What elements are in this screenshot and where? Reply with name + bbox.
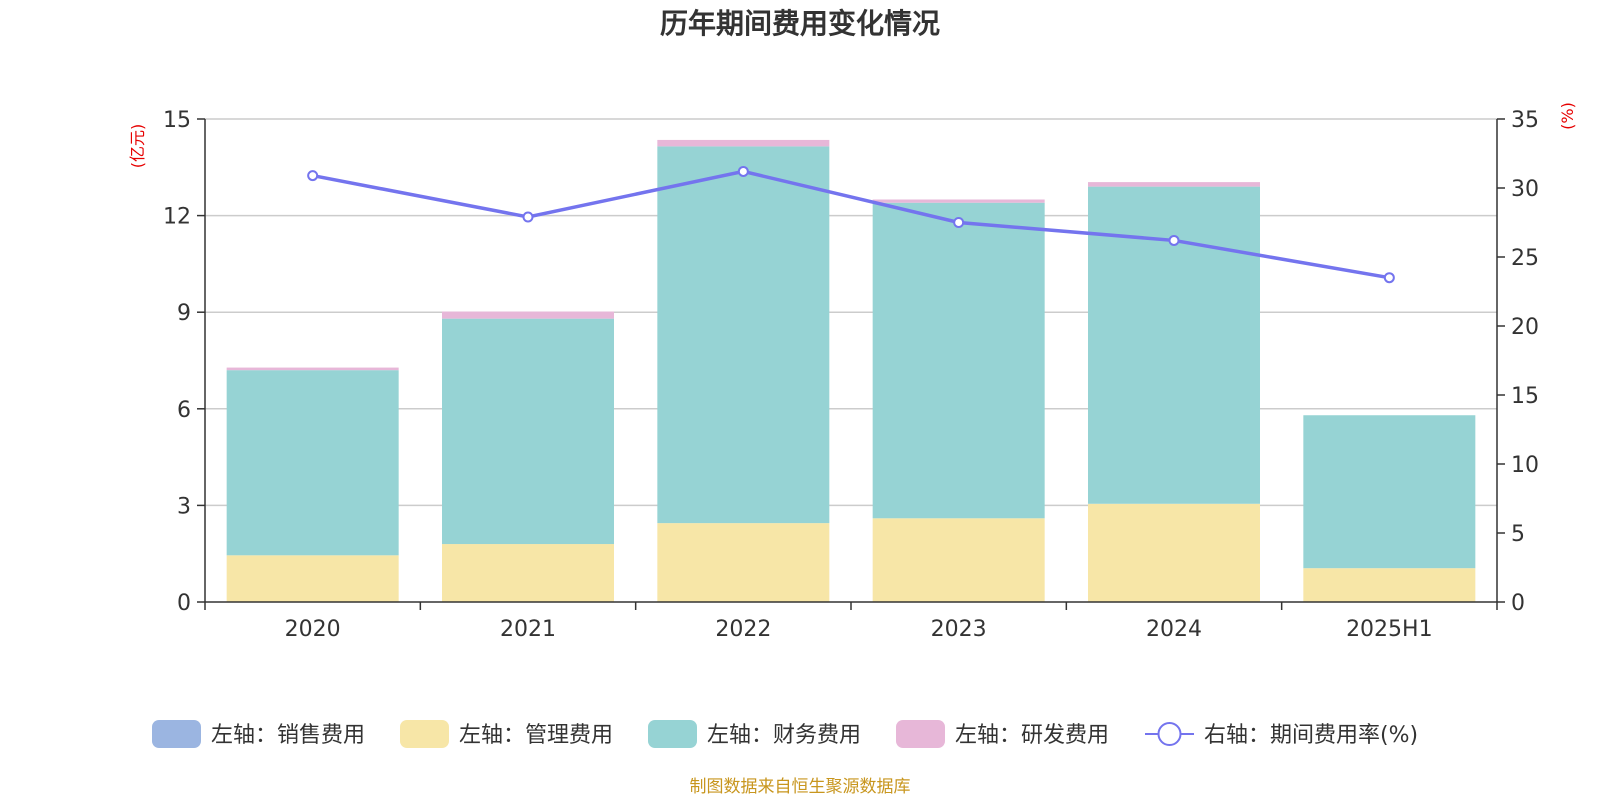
x-axis-tick-label: 2022 (715, 617, 771, 642)
rate-line-series (307, 165, 1395, 284)
bar-segment (872, 518, 1045, 602)
bar-segment (442, 318, 614, 545)
rate-line (312, 169, 1390, 280)
right-axis-tick-label: 10 (1511, 453, 1539, 478)
x-axis-tick-label: 2025H1 (1346, 617, 1433, 642)
rate-point (953, 217, 965, 228)
x-axis-tick-label: 2024 (1146, 617, 1202, 642)
right-axis-tick-label: 35 (1511, 108, 1539, 133)
legend-swatch (400, 720, 449, 748)
source-note: 制图数据来自恒生聚源数据库 (690, 777, 911, 797)
bar-segment (1303, 415, 1476, 569)
bar-segment (1088, 503, 1260, 602)
bar-segment (442, 311, 614, 319)
bar-series (226, 139, 1476, 602)
bar-segment (226, 367, 399, 371)
right-axis-tick-label: 25 (1511, 246, 1539, 271)
bar-segment (226, 555, 399, 602)
bar-segment (657, 146, 830, 524)
chart-title: 历年期间费用变化情况 (660, 7, 940, 40)
rate-point (737, 165, 749, 177)
legend-label: 左轴：销售费用 (211, 723, 365, 748)
bar-segment (1088, 182, 1260, 187)
bar-segment (226, 370, 399, 556)
rate-point (307, 170, 319, 182)
left-axis-unit: (亿元) (128, 124, 147, 169)
legend-swatch (648, 720, 697, 748)
left-axis-tick-label: 0 (177, 591, 191, 616)
grid-lines (205, 118, 1497, 507)
legend: 左轴：销售费用 左轴：管理费用 左轴：财务费用 左轴：研发费用 右轴：期间费用率(%) (152, 720, 1418, 748)
right-axis-unit: (%) (1558, 102, 1577, 130)
axes: 0 3 6 9 12 15 0 5 10 15 20 25 30 35 2020 2021 2022 2023 20… (163, 108, 1539, 642)
bar-segment (657, 523, 830, 602)
rate-point (1383, 272, 1395, 284)
x-axis-tick-label: 2020 (285, 617, 341, 642)
right-axis-tick-label: 15 (1511, 384, 1539, 409)
x-axis-tick-label: 2021 (500, 617, 556, 642)
rate-point (522, 211, 534, 223)
right-axis-tick-label: 5 (1511, 522, 1525, 547)
bar-segment (872, 202, 1045, 519)
rate-point (1168, 234, 1180, 246)
left-axis-tick-label: 3 (177, 494, 191, 519)
bar-segment (657, 139, 830, 147)
right-axis-tick-label: 30 (1511, 177, 1539, 202)
bar-segment (442, 544, 614, 602)
bar-segment (1303, 568, 1476, 602)
right-axis-tick-label: 20 (1511, 315, 1539, 340)
left-axis-tick-label: 6 (177, 398, 191, 423)
legend-swatch (152, 720, 201, 748)
legend-label: 左轴：财务费用 (707, 723, 861, 748)
left-axis-tick-label: 15 (163, 108, 191, 133)
legend-swatch (896, 720, 945, 748)
right-axis-tick-label: 0 (1511, 591, 1525, 616)
bar-segment (872, 199, 1045, 203)
x-axis-tick-label: 2023 (931, 617, 987, 642)
left-axis-tick-label: 12 (163, 205, 191, 230)
legend-label: 左轴：研发费用 (955, 723, 1109, 748)
legend-circle-marker (1157, 722, 1182, 746)
legend-label: 左轴：管理费用 (459, 723, 613, 748)
legend-label: 右轴：期间费用率(%) (1204, 723, 1418, 748)
left-axis-tick-label: 9 (177, 301, 191, 326)
